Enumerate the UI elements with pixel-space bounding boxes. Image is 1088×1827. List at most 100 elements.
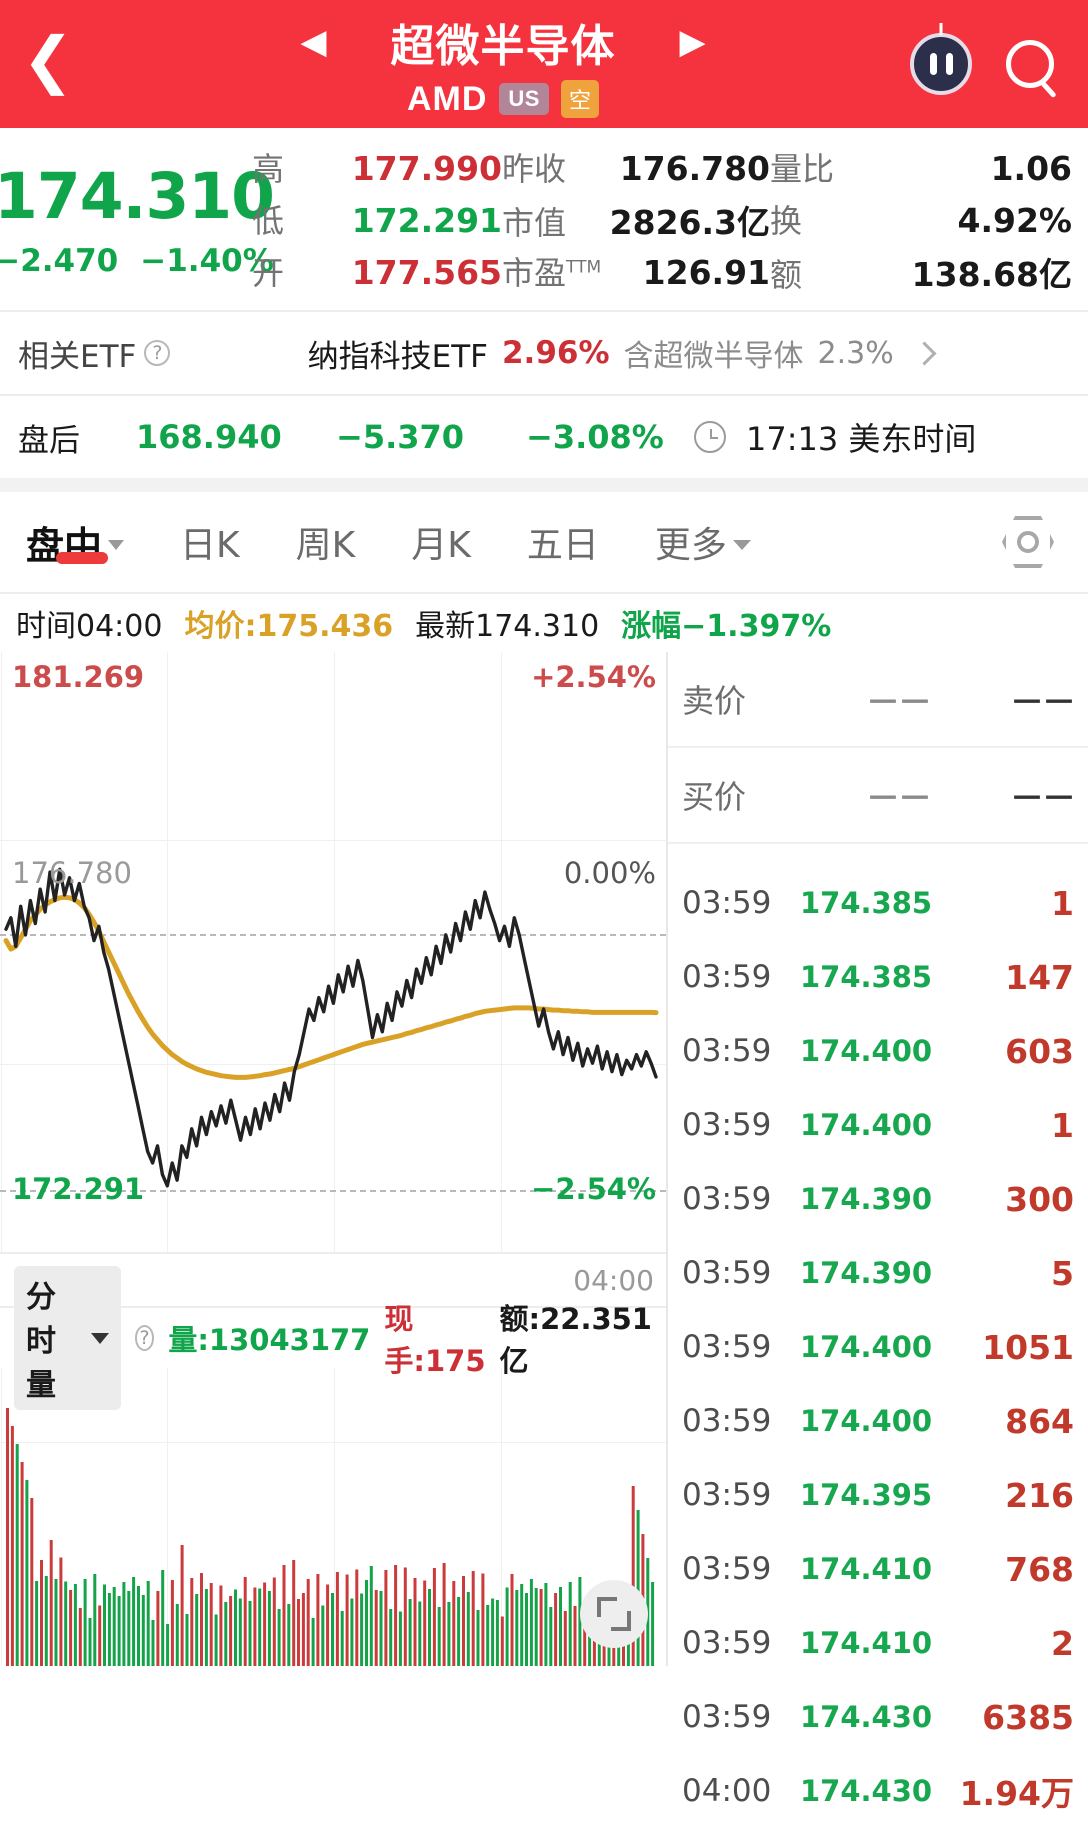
trade-tick-list[interactable]: 03:59 174.385 1 03:59 174.385 147 03:59 174.400… [668,866,1088,1827]
tab-intraday[interactable]: 盘中 [26,515,125,570]
tick-price: 174.395 [800,1478,933,1512]
volume-current: 现手:175 [384,1302,486,1378]
divider-tabs [0,592,1088,594]
stat-marketcap-value: 2826.3亿 [609,203,770,242]
tick-volume: 6385 [982,1697,1074,1737]
volume-total: 量:13043177 [168,1323,371,1357]
price-line-chart [3,867,659,1188]
ticks-spacer [668,844,1088,866]
tick-volume: 5 [1051,1253,1074,1293]
question-mark-icon[interactable]: ? [144,340,171,366]
stat-volratio-label: 量比 [770,150,835,188]
fullscreen-icon[interactable] [580,1580,648,1648]
table-row[interactable]: 03:59 174.385 1 [668,866,1088,940]
divider-quote [0,310,1088,312]
bid-label: 买价 [682,778,747,816]
header-actions [910,33,1088,95]
table-row[interactable]: 03:59 174.390 300 [668,1162,1088,1236]
stat-marketcap-label: 市值 [502,204,567,242]
tab-active-indicator [56,551,108,564]
tick-volume: 603 [1005,1031,1074,1071]
tick-time: 03:59 [682,1255,772,1291]
table-row[interactable]: 03:59 174.410 2 [668,1606,1088,1680]
stat-turnoverrate-value: 4.92% [957,201,1073,240]
tick-volume: 2 [1051,1623,1074,1663]
table-row[interactable]: 03:59 174.395 216 [668,1458,1088,1532]
app-header: ❮ ◀ 超微半导体 ▶ AMD US 空 [0,0,1088,128]
chevron-down-icon[interactable] [108,540,125,550]
chevron-right-icon[interactable] [912,340,937,366]
stat-amount-value: 138.68亿 [911,255,1072,294]
chart-info-bar: 时间04:00 均价:175.436 最新174.310 涨幅−1.397% [0,594,1088,652]
tick-volume: 1051 [982,1327,1074,1367]
tab-monthly-k[interactable]: 月K [411,516,471,568]
question-mark-icon[interactable]: ? [134,1325,155,1351]
tick-price: 174.390 [800,1182,933,1216]
tick-time: 03:59 [682,1107,772,1143]
related-etf-label-group: 相关ETF ? [18,331,171,376]
intraday-chart-pane[interactable]: 181.269 +2.54% 176.780 0.00% 172.291 −2.… [0,652,668,1666]
quote-summary: 174.310 −2.470 −1.40% 高 177.990 低 172.29… [0,128,1088,310]
triangle-left-icon[interactable]: ◀ [300,22,327,61]
after-hours-change: −5.370 [336,418,465,456]
tab-five-day[interactable]: 五日 [527,516,599,568]
ask-volume: －－ [1010,683,1076,722]
stat-prevclose-value: 176.780 [619,149,770,188]
stat-marketcap: 市值 2826.3亿 [502,196,770,248]
volume-type-selector[interactable]: 分时量 [14,1266,121,1410]
tab-monthly-k-label: 月K [411,525,471,566]
volume-bars [6,1408,655,1666]
robot-assistant-icon[interactable] [910,33,972,95]
stat-prevclose-label: 昨收 [502,150,567,188]
search-icon[interactable] [1006,40,1054,88]
price-change: −2.470 [0,242,119,279]
quote-col-highlow: 高 177.990 低 172.291 开 177.565 [252,144,502,300]
table-row[interactable]: 03:59 174.390 5 [668,1236,1088,1310]
tick-price: 174.385 [800,960,933,994]
after-hours-label: 盘后 [18,422,80,459]
tab-daily-k[interactable]: 日K [180,516,240,568]
after-hours-row[interactable]: 盘后 168.940 −5.370 −3.08% 17:13 美东时间 [0,396,1088,478]
quote-col-activity: 量比 1.06 换 4.92% 额 138.68亿 [770,144,1072,300]
etf-holding-label: 含超微半导体 [623,339,804,374]
price-chart-area[interactable]: 181.269 +2.54% 176.780 0.00% 172.291 −2.… [0,652,666,1252]
ticker-symbol: AMD [406,79,488,118]
tick-price: 174.400 [800,1404,933,1438]
ask-label: 卖价 [682,682,747,720]
stat-open-label: 开 [252,254,285,292]
table-row[interactable]: 03:59 174.400 864 [668,1384,1088,1458]
after-hours-price: 168.940 [136,418,282,456]
tab-more[interactable]: 更多 [655,516,751,568]
tick-time: 03:59 [682,1625,772,1661]
volume-chart-area[interactable] [0,1368,666,1666]
stat-open-value: 177.565 [351,253,502,292]
table-row[interactable]: 03:59 174.400 1051 [668,1310,1088,1384]
triangle-right-icon[interactable]: ▶ [679,22,706,61]
caret-down-icon[interactable] [90,1332,109,1344]
tick-volume: 216 [1005,1475,1074,1515]
tick-time: 03:59 [682,1033,772,1069]
table-row[interactable]: 03:59 174.430 6385 [668,1680,1088,1754]
stat-turnoverrate: 换 4.92% [770,196,1072,248]
table-row[interactable]: 04:00 174.430 1.94万 [668,1754,1088,1827]
chart-axis-high-pct: +2.54% [531,660,656,694]
table-row[interactable]: 03:59 174.400 1 [668,1088,1088,1162]
table-row[interactable]: 03:59 174.385 147 [668,940,1088,1014]
tick-volume: 1 [1051,883,1074,923]
tick-time: 03:59 [682,959,772,995]
chart-axis-high-price: 181.269 [12,660,145,694]
tick-volume: 1.94万 [959,1774,1074,1813]
table-row[interactable]: 03:59 174.400 603 [668,1014,1088,1088]
tick-time: 04:00 [682,1773,772,1809]
table-row[interactable]: 03:59 174.410 768 [668,1532,1088,1606]
target-settings-icon[interactable] [1002,516,1054,568]
robot-eye-left [929,53,937,75]
tab-weekly-k[interactable]: 周K [296,516,356,568]
chart-axis-mid-price: 176.780 [12,856,132,890]
type-badge: 空 [560,80,599,118]
chart-info-avg: 均价:175.436 [184,609,394,644]
related-etf-row[interactable]: 相关ETF ? 纳指科技ETF 2.96% 含超微半导体 2.3% [0,312,1088,394]
caret-down-icon[interactable] [732,540,751,550]
price-line [4,867,658,1188]
back-icon[interactable]: ❮ [22,26,74,95]
